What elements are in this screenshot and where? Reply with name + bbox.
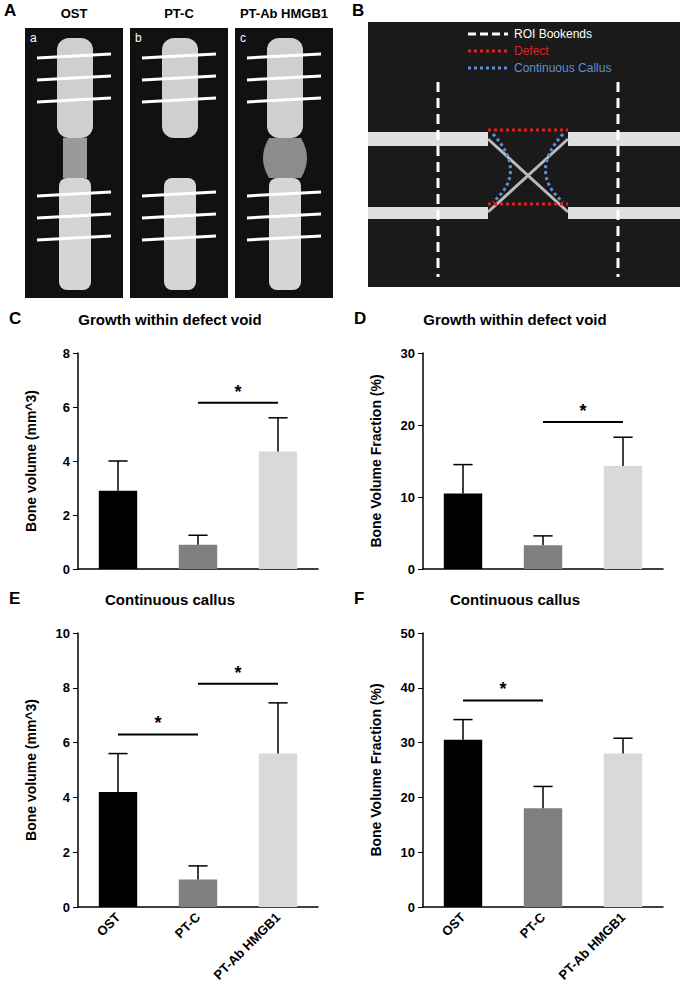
- svg-text:Continuous callus: Continuous callus: [450, 591, 580, 608]
- svg-text:4: 4: [63, 790, 71, 805]
- svg-text:8: 8: [63, 346, 70, 361]
- svg-text:PT-Ab HMGB1: PT-Ab HMGB1: [210, 910, 283, 983]
- svg-text:OST: OST: [94, 910, 124, 940]
- svg-text:20: 20: [401, 418, 415, 433]
- svg-text:Continuous Callus: Continuous Callus: [514, 61, 611, 75]
- svg-text:*: *: [234, 382, 241, 402]
- svg-text:6: 6: [63, 400, 70, 415]
- svg-text:PT-Ab HMGB1: PT-Ab HMGB1: [240, 6, 328, 21]
- svg-text:0: 0: [408, 900, 415, 915]
- svg-text:ROI Bookends: ROI Bookends: [514, 27, 592, 41]
- svg-text:c: c: [240, 31, 246, 45]
- svg-text:B: B: [352, 1, 364, 20]
- svg-text:a: a: [30, 31, 37, 45]
- svg-text:D: D: [354, 309, 366, 328]
- svg-text:50: 50: [401, 626, 415, 641]
- svg-text:10: 10: [401, 845, 415, 860]
- svg-text:OST: OST: [439, 910, 469, 940]
- svg-text:20: 20: [401, 790, 415, 805]
- svg-text:PT-C: PT-C: [164, 6, 194, 21]
- svg-text:*: *: [234, 663, 241, 683]
- svg-text:Continuous callus: Continuous callus: [105, 591, 235, 608]
- svg-text:Growth within defect void: Growth within defect void: [423, 311, 606, 328]
- svg-text:40: 40: [401, 680, 415, 695]
- svg-text:8: 8: [63, 680, 70, 695]
- svg-text:PT-Ab HMGB1: PT-Ab HMGB1: [555, 910, 628, 983]
- svg-text:Growth within defect void: Growth within defect void: [78, 311, 261, 328]
- svg-text:OST: OST: [61, 6, 88, 21]
- svg-text:6: 6: [63, 735, 70, 750]
- svg-text:*: *: [154, 713, 161, 733]
- svg-text:Bone volume (mm^3): Bone volume (mm^3): [23, 390, 39, 532]
- svg-text:2: 2: [63, 845, 70, 860]
- svg-text:C: C: [9, 309, 21, 328]
- svg-text:30: 30: [401, 735, 415, 750]
- svg-text:*: *: [499, 679, 506, 699]
- svg-text:4: 4: [63, 454, 71, 469]
- svg-text:0: 0: [63, 900, 70, 915]
- svg-text:10: 10: [56, 626, 70, 641]
- svg-text:Bone Volume Fraction (%): Bone Volume Fraction (%): [368, 683, 384, 856]
- svg-text:30: 30: [401, 346, 415, 361]
- svg-text:E: E: [9, 589, 20, 608]
- svg-text:b: b: [135, 31, 142, 45]
- svg-text:*: *: [579, 401, 586, 421]
- svg-text:A: A: [4, 1, 16, 20]
- svg-text:2: 2: [63, 508, 70, 523]
- svg-text:Bone volume (mm^3): Bone volume (mm^3): [23, 699, 39, 841]
- svg-text:F: F: [354, 589, 364, 608]
- svg-text:Defect: Defect: [514, 44, 549, 58]
- svg-text:PT-C: PT-C: [172, 909, 204, 941]
- svg-text:10: 10: [401, 490, 415, 505]
- svg-text:PT-C: PT-C: [517, 909, 549, 941]
- svg-text:Bone Volume Fraction (%): Bone Volume Fraction (%): [368, 374, 384, 547]
- svg-text:0: 0: [408, 562, 415, 577]
- svg-text:0: 0: [63, 562, 70, 577]
